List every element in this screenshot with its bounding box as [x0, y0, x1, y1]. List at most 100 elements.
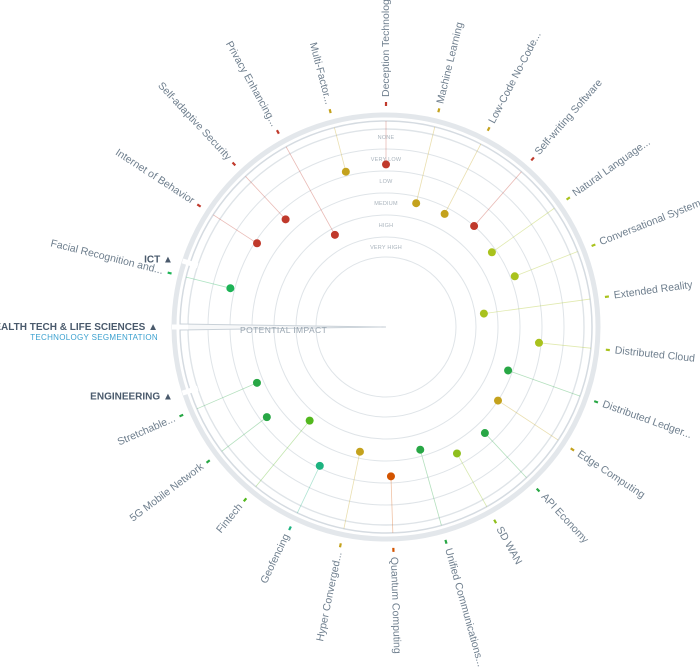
- technology-tick: [565, 196, 571, 201]
- technology-spoke: [245, 176, 286, 220]
- technology-label[interactable]: Hyper Converged...: [314, 551, 344, 643]
- technology-point[interactable]: [452, 449, 461, 458]
- segment-header: HEALTH TECH & LIFE SCIENCES ▲ TECHNOLOGY…: [0, 322, 158, 342]
- technology-spoke: [497, 400, 559, 441]
- ring-label: LOW: [379, 179, 393, 185]
- technology-label[interactable]: Unified Communications...: [442, 547, 487, 668]
- technology-point[interactable]: [330, 230, 339, 239]
- technology-label[interactable]: Self-adaptive Security: [155, 80, 234, 163]
- technology-spoke: [483, 298, 591, 314]
- technology-spoke: [419, 449, 442, 526]
- potential-impact-axis: [179, 323, 387, 331]
- technology-label[interactable]: Quantum Computing: [388, 557, 403, 654]
- technology-tick: [231, 161, 237, 167]
- technology-spokes: [186, 121, 591, 533]
- technology-point[interactable]: [493, 396, 502, 405]
- technology-label[interactable]: Internet of Behavior: [113, 147, 197, 207]
- technology-tick: [530, 156, 535, 162]
- ring-label: MEDIUM: [374, 201, 398, 207]
- technology-tick: [275, 129, 280, 135]
- technology-label[interactable]: Low-Code No-Code...: [486, 30, 543, 126]
- technology-spoke: [415, 126, 436, 204]
- ring-label: HIGH: [379, 223, 394, 229]
- segment-divider: [181, 385, 199, 396]
- technology-point[interactable]: [440, 209, 449, 218]
- technology-point[interactable]: [281, 215, 290, 224]
- technology-label[interactable]: 5G Mobile Network: [128, 460, 207, 524]
- technology-segmentation-subtitle: TECHNOLOGY SEGMENTATION: [30, 333, 158, 342]
- technology-tick: [493, 519, 498, 524]
- technology-tick: [242, 497, 248, 503]
- technology-spoke: [538, 342, 591, 349]
- technology-label[interactable]: Machine Learning: [434, 21, 465, 105]
- technology-label[interactable]: Extended Reality: [613, 279, 694, 302]
- technology-label[interactable]: Fintech: [214, 501, 245, 535]
- technology-label[interactable]: Conversational Systems: [598, 195, 700, 248]
- technology-spoke: [213, 214, 258, 244]
- technology-tick: [167, 271, 172, 275]
- technology-point[interactable]: [487, 248, 496, 257]
- segment-label-health-tech[interactable]: HEALTH TECH & LIFE SCIENCES ▲: [0, 322, 158, 333]
- technology-point[interactable]: [341, 167, 350, 176]
- technology-point[interactable]: [480, 429, 489, 438]
- technology-point[interactable]: [305, 416, 314, 425]
- impact-ring-labels: NONE VERY LOW LOW MEDIUM HIGH VERY HIGH: [370, 135, 402, 251]
- technology-tick: [593, 400, 599, 404]
- technology-label[interactable]: Distributed Cloud: [614, 344, 696, 364]
- segment-label[interactable]: ENGINEERING ▲: [90, 392, 173, 403]
- segments: ICT ▲ ENGINEERING ▲: [90, 254, 199, 403]
- technology-label[interactable]: Geofencing: [258, 532, 292, 586]
- technology-point[interactable]: [252, 378, 261, 387]
- ring-label: NONE: [378, 135, 395, 141]
- technology-spoke: [296, 465, 321, 514]
- technology-points: [226, 160, 543, 481]
- technology-label[interactable]: Natural Language...: [570, 136, 652, 199]
- technology-tick: [570, 447, 575, 452]
- technology-tick: [196, 203, 202, 208]
- technology-point[interactable]: [253, 239, 262, 248]
- technology-tick: [604, 295, 610, 299]
- technology-spoke: [491, 207, 555, 253]
- technology-point[interactable]: [386, 472, 395, 481]
- technology-spoke: [507, 370, 581, 397]
- technology-spoke: [343, 451, 361, 529]
- technology-spoke: [255, 420, 310, 487]
- technology-point[interactable]: [510, 272, 519, 281]
- technology-label[interactable]: SD WAN: [494, 525, 525, 567]
- technology-label[interactable]: Stretchable...: [116, 413, 178, 449]
- technology-point[interactable]: [382, 160, 390, 169]
- technology-tick: [591, 243, 596, 248]
- technology-label[interactable]: Privacy Enhancing...: [223, 39, 280, 129]
- technology-point[interactable]: [416, 445, 425, 454]
- technology-tick: [535, 487, 541, 493]
- technology-tick: [328, 108, 332, 114]
- segment-label[interactable]: ICT ▲: [144, 254, 173, 265]
- technology-point[interactable]: [534, 338, 543, 347]
- segment-divider: [181, 258, 199, 269]
- technology-label[interactable]: Distributed Ledger...: [601, 398, 694, 441]
- technology-point[interactable]: [226, 284, 235, 293]
- technology-label[interactable]: Deception Technology: [380, 0, 392, 97]
- technology-tick: [437, 108, 441, 113]
- technology-label[interactable]: Edge Computing: [575, 448, 647, 501]
- technology-spoke: [196, 382, 258, 410]
- technology-spoke: [514, 251, 578, 277]
- technology-point[interactable]: [504, 366, 513, 375]
- technology-point[interactable]: [470, 222, 479, 231]
- technology-point[interactable]: [315, 461, 324, 470]
- technology-point[interactable]: [262, 413, 271, 422]
- impact-rings: [171, 112, 601, 542]
- technology-label[interactable]: API Economy: [539, 491, 592, 546]
- technology-label[interactable]: Multi-Factor...: [307, 41, 335, 106]
- technology-label[interactable]: Self-writing Software: [533, 77, 605, 158]
- technology-point[interactable]: [479, 309, 488, 318]
- technology-point[interactable]: [412, 199, 421, 208]
- technology-spoke: [186, 276, 231, 289]
- technology-tick: [486, 126, 491, 132]
- technology-spoke: [221, 416, 268, 452]
- ring-label: VERY LOW: [371, 157, 402, 163]
- technology-point[interactable]: [355, 447, 364, 456]
- technology-tick: [205, 459, 211, 464]
- technology-spoke: [473, 171, 522, 227]
